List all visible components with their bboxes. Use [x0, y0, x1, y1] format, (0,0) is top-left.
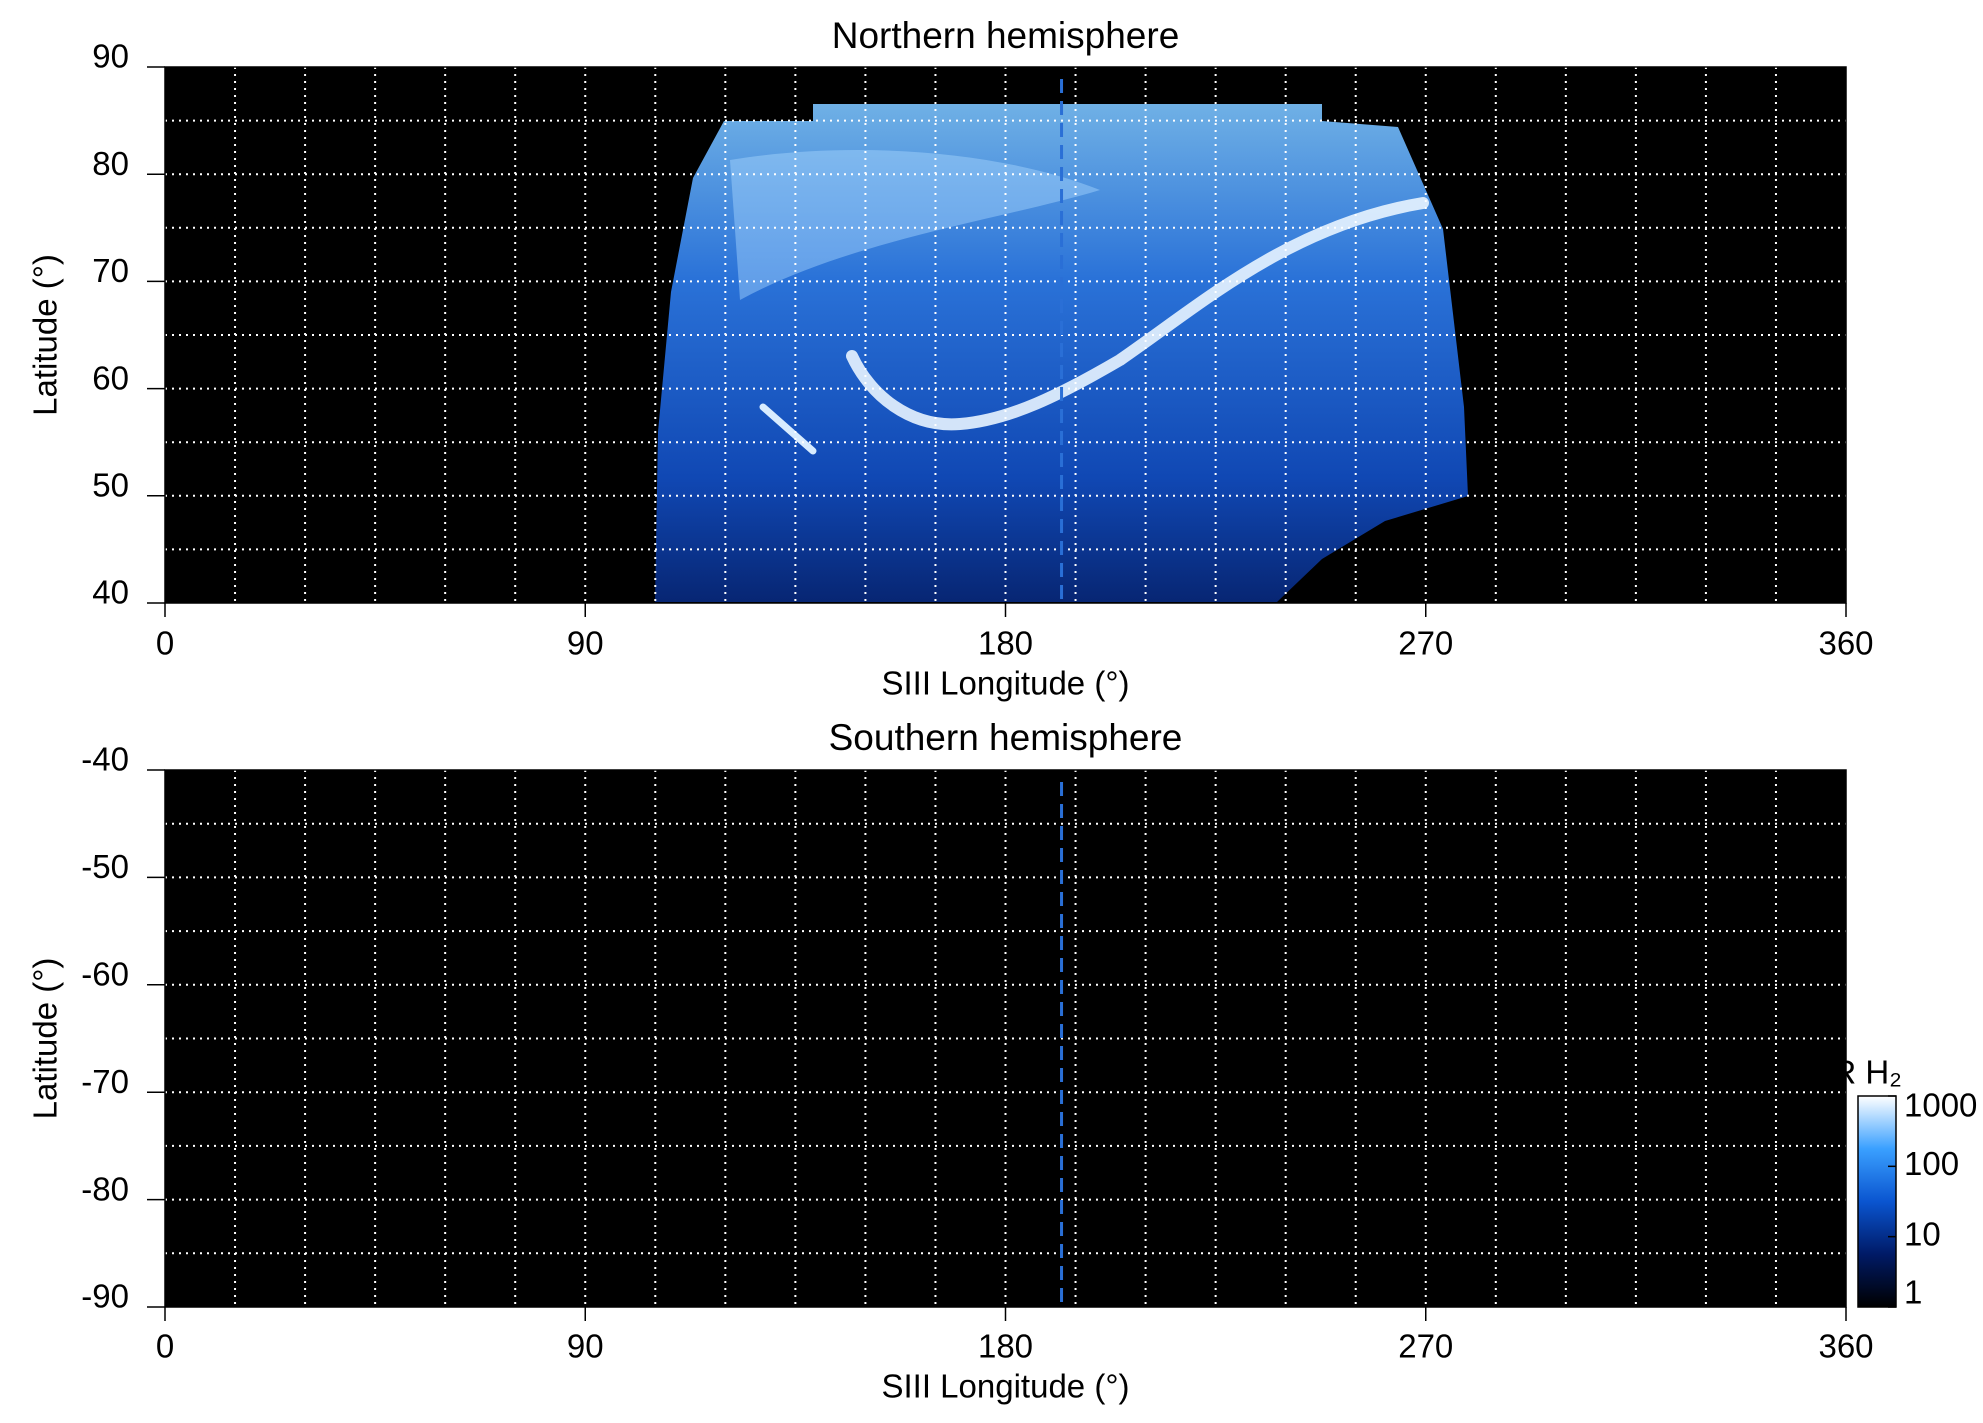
chart-title: Northern hemisphere: [832, 15, 1180, 56]
x-tick-label: 90: [567, 625, 604, 662]
y-tick-label: -90: [81, 1278, 129, 1315]
emission-cap: [730, 150, 1100, 300]
x-axis-title: SIII Longitude (°): [882, 665, 1130, 702]
y-tick-label: 90: [92, 38, 129, 75]
emission-arc: [846, 197, 1429, 431]
x-tick-label: 360: [1818, 625, 1873, 662]
y-tick-label: -40: [81, 741, 129, 778]
x-tick-label: 270: [1398, 1328, 1453, 1365]
x-tick-label: 270: [1398, 625, 1453, 662]
y-tick-label: 70: [92, 252, 129, 289]
y-tick-label: 60: [92, 359, 129, 396]
x-axis-title: SIII Longitude (°): [882, 1368, 1130, 1405]
y-tick-label: -50: [81, 848, 129, 885]
y-axis-title: Latitude (°): [27, 254, 64, 416]
x-tick-label: 0: [156, 625, 174, 662]
emission-streak: [759, 403, 817, 455]
x-tick-label: 0: [156, 1328, 174, 1365]
y-tick-label: 80: [92, 145, 129, 182]
colorbar-tick-label: 1000: [1904, 1087, 1977, 1124]
y-tick-label: -80: [81, 1170, 129, 1207]
y-tick-label: -60: [81, 956, 129, 993]
y-tick-label: 50: [92, 467, 129, 504]
colorbar: [1857, 1095, 1897, 1308]
chart-title: Southern hemisphere: [829, 717, 1183, 758]
y-axis-title: Latitude (°): [27, 958, 64, 1120]
x-tick-label: 180: [978, 1328, 1033, 1365]
colorbar-tick-label: 100: [1904, 1145, 1959, 1182]
south-panel: 0 90 180 270 360 -90 -80 -70 -60 -50 -40 Southern h…: [27, 717, 1978, 1405]
x-tick-label: 360: [1818, 1328, 1873, 1365]
y-tick-label: -70: [81, 1063, 129, 1100]
colorbar-tick-label: 10: [1904, 1215, 1941, 1252]
colorbar-label: kR H₂: [1816, 1054, 1902, 1091]
y-tick-label: 40: [92, 574, 129, 611]
colorbar-tick-label: 1: [1904, 1274, 1922, 1311]
north-panel: 0 90 180 270 360 40 50 60 70 80 90 Northern hemisph…: [27, 15, 1874, 702]
x-tick-label: 90: [567, 1328, 604, 1365]
x-tick-label: 180: [978, 625, 1033, 662]
